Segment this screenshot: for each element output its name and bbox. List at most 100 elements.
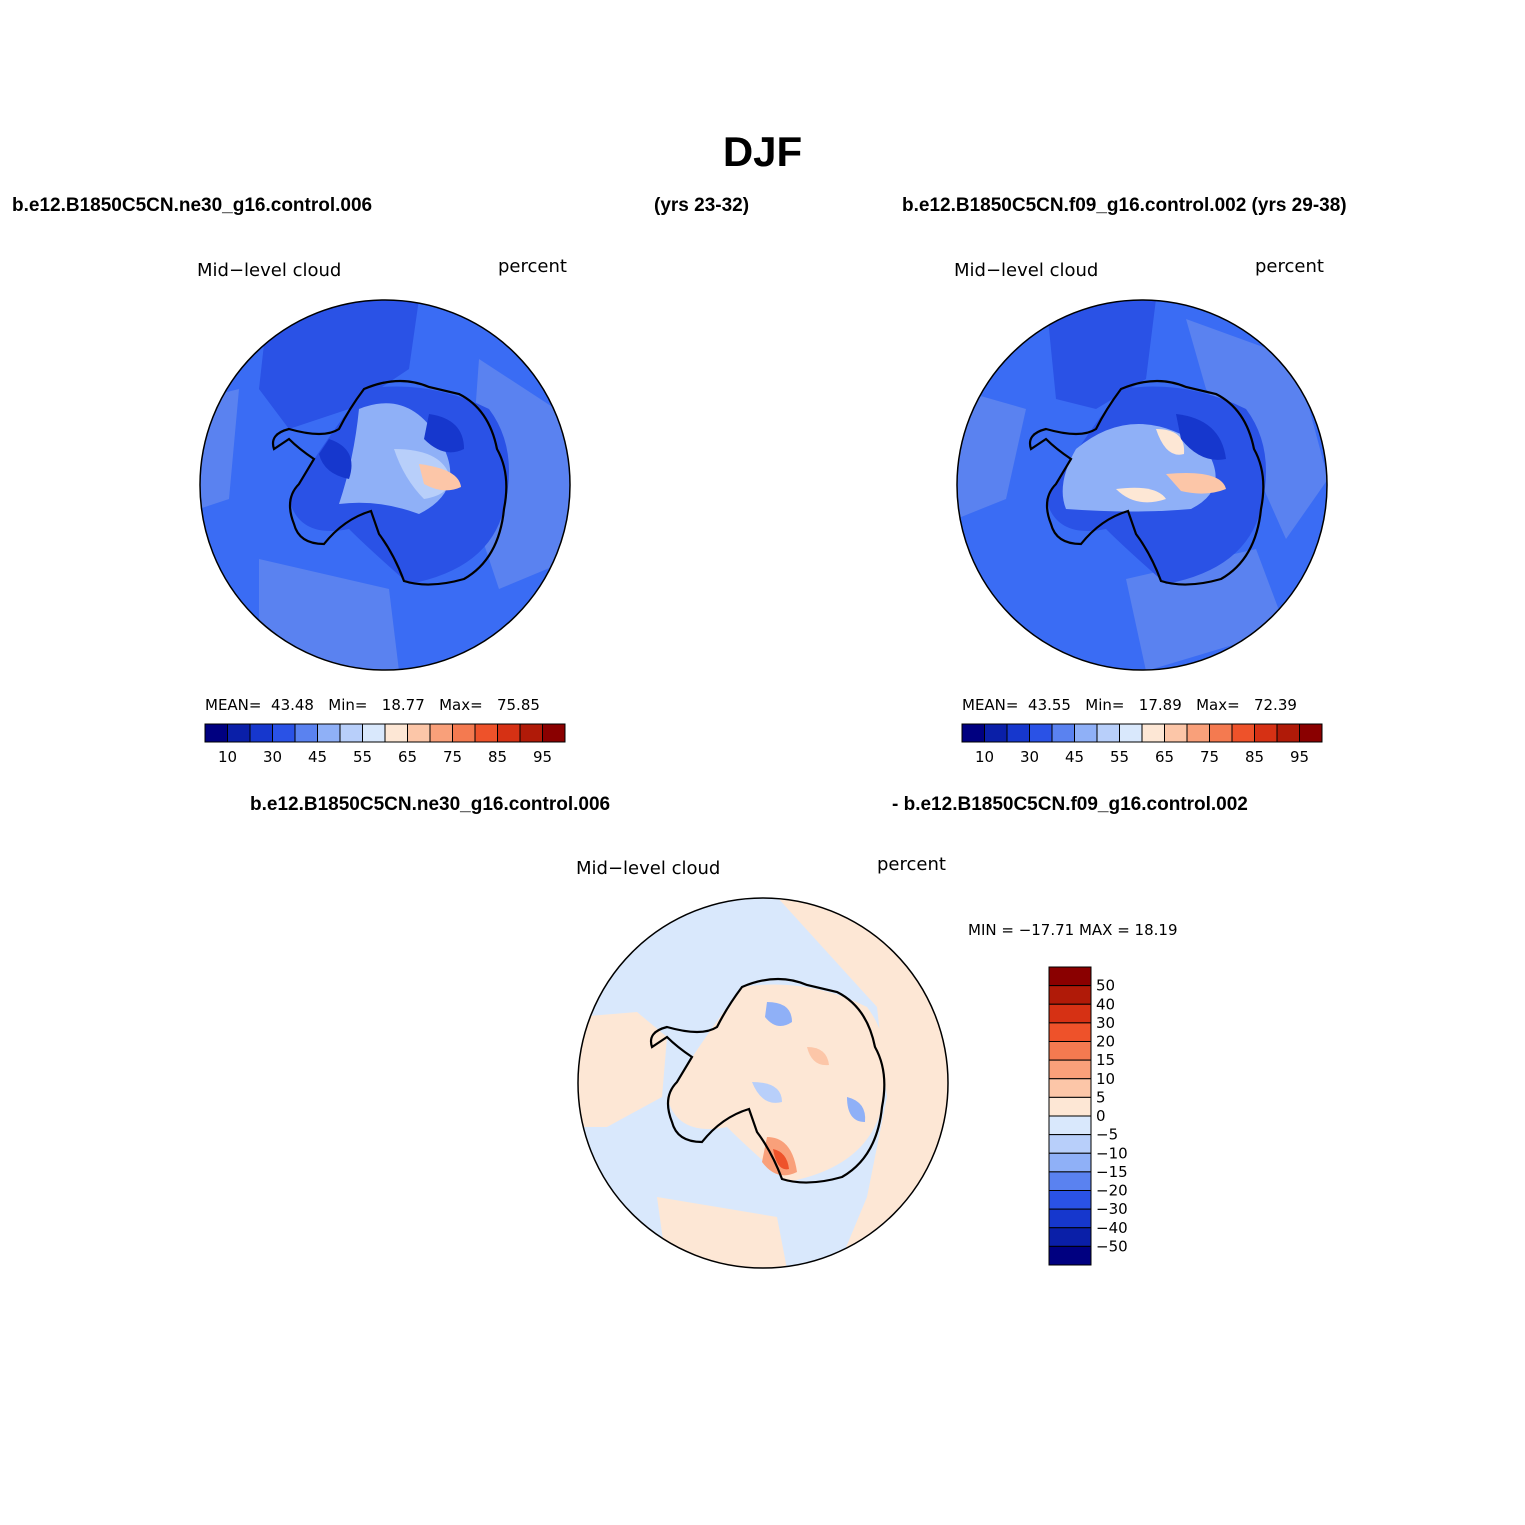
panel3-colorbar-swatch [1048,1190,1092,1210]
panel3-cool-spot-a [765,1002,792,1026]
panel3-colorbar-swatch [1048,1208,1092,1229]
panel1-colorbar-swatch [407,723,431,743]
panel1-colorbar-swatch [384,723,408,743]
panel1-colorbar-swatch [519,723,543,743]
panel1-coastline [271,379,508,586]
panel2-colorbar-swatch [1186,723,1210,743]
panel1-colorbar-tick-label: 45 [308,748,327,766]
panel3-warm-core [773,1149,789,1170]
panel2-colorbar-swatch [1299,723,1323,743]
panel3-colorbar-tick-label: 5 [1096,1088,1106,1106]
diff-case2-label: - b.e12.B1850C5CN.f09_g16.control.002 [892,794,1248,815]
panel2-colorbar-tick-label: 75 [1200,748,1219,766]
panel3-colorbar-tick-label: 50 [1096,977,1115,995]
panel3-colorbar-swatch [1048,1227,1092,1247]
panel2-plateau-warm-a [1156,429,1185,455]
panel1-colorbar-swatch [227,723,251,743]
panel2-colorbar-swatch [984,723,1008,743]
panel2-plateau-warm-b [1166,473,1226,494]
panel2-colorbar-tick-label: 10 [975,748,994,766]
panel1-colorbar-tick-label: 55 [353,748,372,766]
panel1-colorbar-tick-label: 30 [263,748,282,766]
panel2-colorbar-swatch [1276,723,1300,743]
panel3-variable: Mid−level cloud [576,858,721,879]
panel1-colorbar-swatch [474,723,498,743]
panel1-colorbar-swatch [452,723,476,743]
panel3-colorbar-tick-label: −20 [1096,1182,1128,1200]
panel1-plateau-warm [419,464,461,491]
panel3-colorbar-tick-label: −50 [1096,1237,1128,1255]
diff-case1-label: b.e12.B1850C5CN.ne30_g16.control.006 [250,794,611,815]
panel1-colorbar-tick-label: 10 [218,748,237,766]
panel2-plateau-warm-c [1116,487,1166,503]
panel1-colorbar-swatch [339,723,363,743]
case1-years: (yrs 23-32) [654,195,750,216]
panel3-colorbar-tick-label: 40 [1096,995,1115,1013]
plot-title: DJF [722,128,803,175]
panel1-colorbar-swatch [317,723,341,743]
panel3-map [577,897,949,1269]
panel3-warm-west [578,1012,667,1127]
panel2-coastline [1028,379,1265,586]
panel2-deep-blue [1176,414,1226,460]
case2-label: b.e12.B1850C5CN.f09_g16.control.002 (yrs… [902,195,1347,216]
panel1-map [199,299,571,671]
panel2-colorbar-tick-label: 45 [1065,748,1084,766]
panel1-colorbar-swatch [542,723,566,743]
panel2-colorbar-swatch [1074,723,1098,743]
panel2-colorbar-tick-label: 55 [1110,748,1129,766]
panel3-colorbar-swatch [1048,1245,1092,1266]
panel1-units: percent [498,256,567,277]
panel2-colorbar-swatch [1051,723,1075,743]
panel3-colorbar-swatch [1048,1171,1092,1191]
panel1-colorbar: 10 30 45 55 65 75 85 95 [204,723,566,766]
panel2-colorbar-swatch [1029,723,1053,743]
panel3-colorbar-swatch [1048,1041,1092,1061]
panel3-warm-east [777,898,948,1268]
panel2-colorbar-swatch [1096,723,1120,743]
panel1-colorbar-tick-label: 85 [488,748,507,766]
panel3-colorbar-tick-label: 30 [1096,1014,1115,1032]
panel2-region-c [957,389,1026,519]
panel2-colorbar-swatch [1254,723,1278,743]
panel1-colorbar-swatch [272,723,296,743]
panel3-colorbar-swatch [1048,1003,1092,1024]
panel2-colorbar-swatch [1119,723,1143,743]
panel2-stats: MEAN= 43.55 Min= 17.89 Max= 72.39 [962,696,1297,714]
panel1-colorbar-tick-label: 65 [398,748,417,766]
panel3-colorbar-tick-label: −30 [1096,1200,1128,1218]
panel1-colorbar-tick-label: 75 [443,748,462,766]
panel3-colorbar-swatch [1048,985,1092,1005]
panel3-colorbar-tick-label: −5 [1096,1126,1118,1144]
panel2-colorbar-tick-label: 95 [1290,748,1309,766]
panel2-colorbar: 10 30 45 55 65 75 85 95 [961,723,1323,766]
panel1-colorbar-swatch [429,723,453,743]
panel3-colorbar-swatch [1048,1134,1092,1154]
panel1-colorbar-swatch [204,723,228,743]
panel2-colorbar-swatch [1164,723,1188,743]
panel2-colorbar-tick-label: 85 [1245,748,1264,766]
panel1-colorbar-swatch [497,723,521,743]
panel3-colorbar-swatch [1048,1096,1092,1117]
panel3-colorbar-tick-label: 15 [1096,1051,1115,1069]
panel1-region-d [259,559,399,670]
panel1-region-a [259,300,419,429]
panel1-colorbar-swatch [294,723,318,743]
panel3-colorbar-swatch [1048,1059,1092,1080]
panel2-colorbar-swatch [961,723,985,743]
panel3-colorbar-tick-label: −10 [1096,1144,1128,1162]
panel1-colorbar-swatch [249,723,273,743]
panel3-cool-spot-c [847,1097,866,1122]
panel2-colorbar-swatch [1141,723,1165,743]
panel3-coastline [649,977,886,1184]
panel3-colorbar-swatch [1048,1152,1092,1173]
panel3-colorbar-swatch [1048,966,1092,987]
panel2-variable: Mid−level cloud [954,260,1099,281]
panel3-colorbar-tick-label: −15 [1096,1163,1128,1181]
panel3-warm-spot [807,1047,829,1066]
panel3-stats: MIN = −17.71 MAX = 18.19 [968,921,1178,939]
panel2-colorbar-swatch [1231,723,1255,743]
panel1-variable: Mid−level cloud [197,260,342,281]
panel2-colorbar-swatch [1209,723,1233,743]
